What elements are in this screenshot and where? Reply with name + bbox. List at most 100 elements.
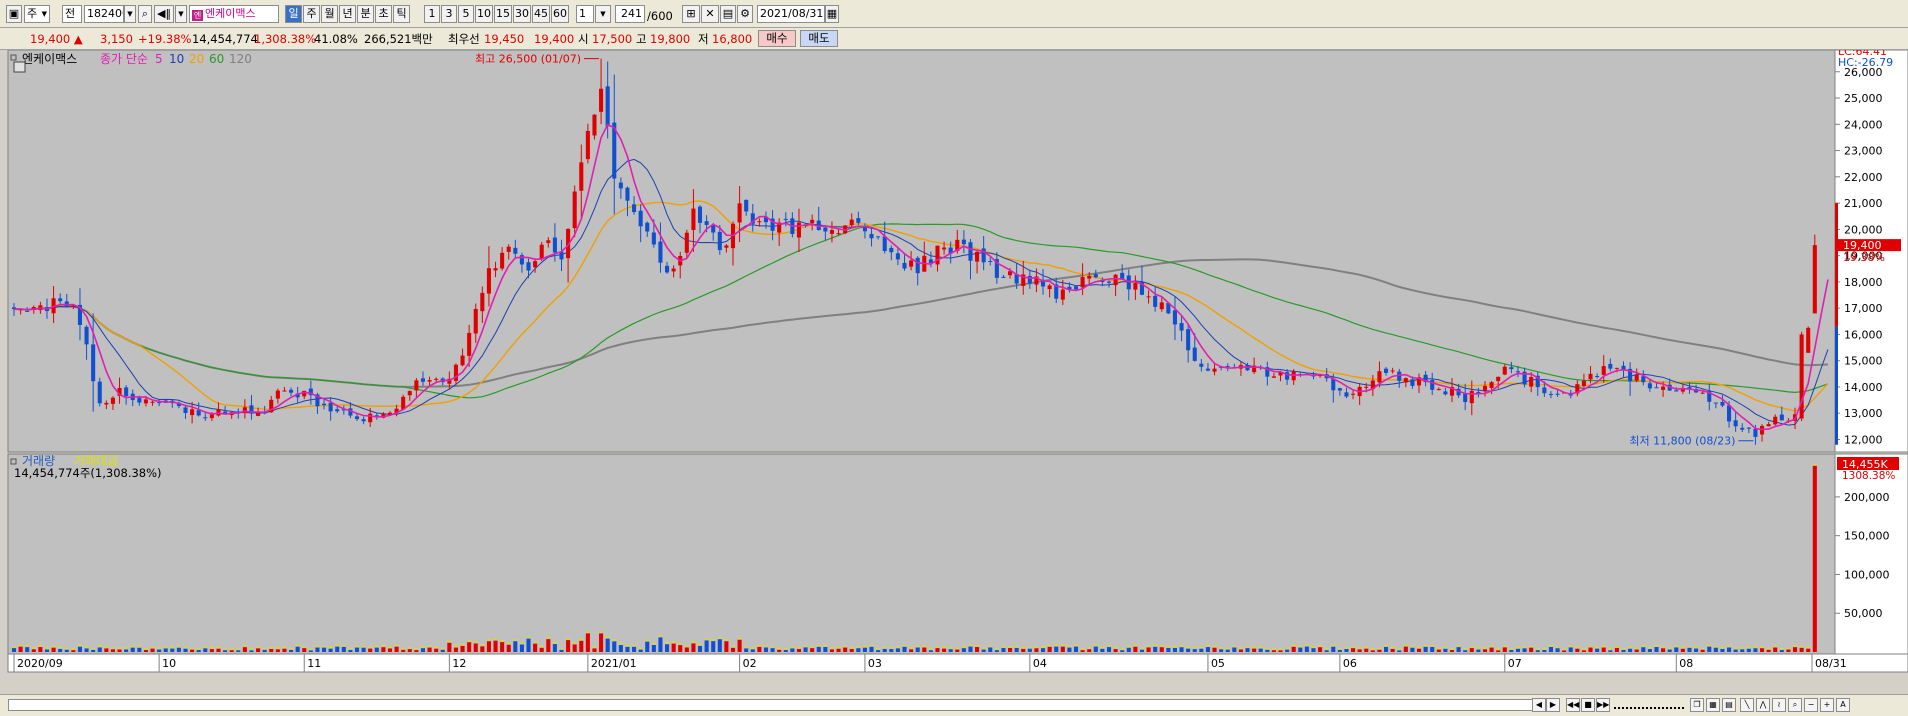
interval-button-3[interactable]: 10 (475, 5, 493, 23)
chart-settings-icon[interactable]: ⊞ (682, 5, 700, 23)
count-input[interactable]: 241 (615, 5, 645, 23)
zoom-in-icon[interactable]: + (1820, 698, 1834, 712)
period-button-6[interactable]: 틱 (393, 5, 410, 23)
volume-bar (1113, 649, 1118, 652)
volume-axis[interactable] (1834, 453, 1908, 655)
candle-body (763, 217, 769, 223)
play-next-icon[interactable]: ▶▶ (1596, 698, 1610, 712)
market-select[interactable]: 전 (62, 5, 82, 23)
volume-bar (1146, 647, 1151, 652)
date-input[interactable]: 2021/08/31 (757, 5, 825, 23)
amount-mark (763, 645, 769, 647)
interval-button-0[interactable]: 1 (424, 5, 440, 23)
volume-bar (1054, 646, 1059, 652)
interval-button-4[interactable]: 15 (494, 5, 512, 23)
zigzag-icon[interactable]: ≀ (1772, 698, 1786, 712)
best-ask: 19,450 (484, 32, 525, 46)
candle-body (566, 228, 571, 259)
amount-mark (1199, 646, 1204, 648)
volume-bar (552, 644, 557, 652)
zoom-search-icon[interactable]: ⌕ (1788, 698, 1802, 712)
candle-body (1707, 391, 1712, 402)
candle-body (414, 380, 419, 391)
volume-bar (1482, 649, 1488, 652)
code-dropdown-button[interactable]: ▼ (124, 5, 136, 23)
interval-button-2[interactable]: 5 (458, 5, 474, 23)
candle-body (724, 245, 729, 248)
prev-stock-button[interactable]: ▼ (175, 5, 187, 23)
layout-icon[interactable]: ▣ (6, 5, 22, 23)
scroll-track[interactable] (8, 699, 1548, 711)
multiplier-dropdown[interactable]: ▼ (595, 5, 611, 23)
amount-mark (110, 647, 115, 649)
interval-button-5[interactable]: 30 (513, 5, 531, 23)
candle-body (1641, 376, 1646, 383)
trend-icon[interactable]: ⋀ (1756, 698, 1770, 712)
volume-bar (1746, 648, 1751, 652)
zoom-out-icon[interactable]: − (1804, 698, 1818, 712)
volume-tick-label: 200,000 (1844, 491, 1890, 504)
print-icon[interactable]: ▤ (1722, 698, 1736, 712)
amount-mark (968, 644, 973, 646)
amount-mark (1443, 646, 1448, 649)
candle-body (387, 412, 393, 416)
crosshair-icon[interactable]: ✕ (701, 5, 719, 23)
grid-icon[interactable]: ▦ (1706, 698, 1720, 712)
interval-button-7[interactable]: 60 (551, 5, 569, 23)
period-button-3[interactable]: 년 (339, 5, 356, 23)
period-select[interactable]: 주 ▼ (24, 5, 50, 23)
amount-mark (236, 648, 241, 650)
zoom-slider[interactable] (1614, 701, 1684, 709)
amount-mark (1390, 646, 1395, 649)
candle-body (420, 378, 426, 382)
candle-body (942, 247, 947, 250)
table-toggle-icon[interactable] (13, 61, 26, 73)
scroll-left-button[interactable]: ◀ (1532, 698, 1546, 712)
period-button-0[interactable]: 일 (285, 5, 302, 23)
candle-body (955, 239, 960, 251)
multiplier-input[interactable]: 1 (576, 5, 594, 23)
save-icon[interactable]: ▤ (720, 5, 736, 23)
amount-mark (829, 647, 834, 649)
volume-panel[interactable] (7, 453, 1836, 655)
volume-bar (1581, 650, 1586, 652)
candle-body (1403, 378, 1408, 383)
candle-body (1351, 393, 1356, 395)
period-button-2[interactable]: 월 (321, 5, 338, 23)
volume-bar (750, 649, 755, 652)
buy-button[interactable]: 매수 (758, 30, 796, 47)
play-prev-icon[interactable]: ◀◀ (1566, 698, 1580, 712)
scroll-right-button[interactable]: ▶ (1546, 698, 1560, 712)
period-button-5[interactable]: 초 (375, 5, 392, 23)
amount-mark (1238, 647, 1243, 649)
volume-bar (420, 648, 426, 652)
volume-bar (975, 647, 980, 652)
hc-label: HC:-26.79 (1838, 56, 1893, 69)
volume-bar (1647, 649, 1652, 652)
interval-button-1[interactable]: 3 (441, 5, 457, 23)
price-tick-label: 22,000 (1844, 171, 1883, 184)
line-tool-icon[interactable]: ╲ (1740, 698, 1754, 712)
font-size-icon[interactable]: A (1836, 698, 1850, 712)
volume-bar (823, 647, 828, 652)
copy-icon[interactable]: ❐ (1690, 698, 1704, 712)
stop-icon[interactable]: ■ (1581, 698, 1595, 712)
period-button-1[interactable]: 주 (303, 5, 320, 23)
stock-code-input[interactable]: 182400 (84, 5, 124, 23)
volume-bar (150, 648, 155, 652)
sell-button[interactable]: 매도 (800, 30, 838, 47)
interval-button-6[interactable]: 45 (532, 5, 550, 23)
period-button-4[interactable]: 분 (357, 5, 374, 23)
amount-mark (1014, 645, 1019, 648)
amount-mark (737, 637, 742, 639)
amount-mark (1377, 647, 1382, 649)
amount-mark (1727, 645, 1732, 647)
amount-mark (902, 644, 907, 647)
search-icon[interactable]: ⌕ (138, 5, 152, 23)
candle-body (1496, 376, 1501, 382)
volume-bar (829, 649, 834, 652)
calendar-icon[interactable]: ▦ (825, 5, 839, 23)
amount-mark (1740, 647, 1745, 649)
sound-icon[interactable]: ◀‖ (154, 5, 174, 23)
gear-icon[interactable]: ⚙ (737, 5, 753, 23)
